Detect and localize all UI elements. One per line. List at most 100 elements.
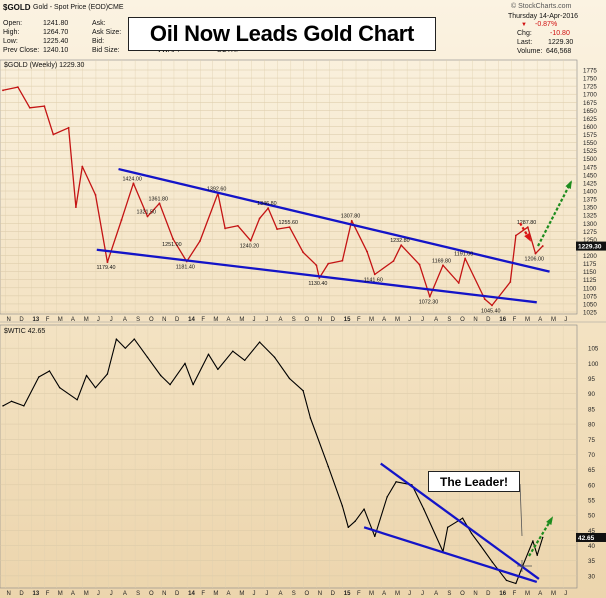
oil-tick-label: 85 — [588, 406, 595, 413]
gold-data-point — [2, 89, 4, 92]
gold-data-point — [237, 224, 239, 227]
oil-data-point — [446, 526, 449, 529]
time-tick-label: S — [292, 317, 296, 323]
bid-size-label: Bid Size: — [92, 47, 120, 54]
ask-label: Ask: — [92, 20, 106, 27]
time-tick-label: F — [46, 591, 50, 597]
oil-tick-label: 50 — [588, 513, 595, 520]
gold-tick-label: 1150 — [583, 269, 597, 276]
time-tick-label: M — [213, 591, 218, 597]
time-tick-label: M — [58, 591, 63, 597]
prev-close-label: Prev Close: — [3, 47, 40, 54]
gold-price-label: 1346.80 — [257, 201, 277, 207]
oil-price-axis: 30 35 40 45 50 55 60 65 70 75 80 85 90 95 100 105 — [588, 346, 599, 581]
oil-tick-label: 105 — [588, 346, 599, 353]
time-tick-label: A — [71, 317, 75, 323]
gold-data-point — [491, 304, 493, 307]
time-tick-label: 14 — [188, 317, 195, 323]
time-tick-label: M — [369, 591, 374, 597]
open-label: Open: — [3, 20, 23, 27]
oil-tick-label: 65 — [588, 467, 595, 474]
time-tick-label: M — [84, 317, 89, 323]
gold-price-axis: 1025105010751100112511501175120012251250… — [583, 68, 597, 317]
time-tick-label: A — [227, 317, 231, 323]
oil-last-tag: 42.65 — [578, 535, 595, 542]
oil-price-line — [2, 338, 544, 585]
gold-data-point — [464, 257, 467, 260]
time-tick-label: J — [265, 591, 268, 597]
oil-tick-label: 45 — [588, 528, 595, 535]
oil-data-point — [76, 399, 78, 401]
oil-tick-label: 90 — [588, 391, 595, 398]
gold-data-point — [350, 219, 353, 222]
time-tick-label: O — [460, 317, 465, 323]
bid-label: Bid: — [92, 38, 105, 45]
oil-data-point — [10, 400, 13, 403]
oil-data-point — [217, 368, 219, 371]
oil-data-point — [258, 341, 261, 343]
time-tick-label: O — [305, 317, 310, 323]
time-tick-label: A — [382, 591, 386, 597]
time-tick-label: J — [421, 317, 424, 323]
gold-tick-label: 1675 — [583, 100, 597, 107]
gold-tick-label: 1050 — [583, 301, 597, 308]
time-axis: N N D D 13 13 F F M M A A M M J J J J A A S S O O N N D D 14 14 F F M M A A… — [7, 317, 568, 597]
time-tick-label: N — [7, 317, 11, 323]
gold-data-point — [514, 234, 517, 237]
time-tick-label: O — [305, 591, 310, 597]
time-tick-label: O — [149, 317, 154, 323]
time-tick-label: 15 — [344, 591, 351, 597]
oil-data-point — [48, 370, 51, 372]
oil-up-arrow — [528, 517, 553, 557]
time-tick-label: A — [538, 317, 542, 323]
gold-data-point — [74, 206, 77, 209]
time-tick-label: J — [564, 317, 567, 323]
time-tick-label: A — [123, 317, 127, 323]
gold-data-point — [534, 252, 537, 255]
time-tick-label: J — [97, 317, 100, 323]
oil-data-point — [207, 353, 210, 355]
last-label: Last: — [517, 39, 533, 46]
time-tick-label: A — [538, 591, 542, 597]
gold-price-label: 1191.00 — [454, 251, 473, 257]
time-tick-label: D — [175, 317, 180, 323]
gold-data-point — [392, 260, 395, 262]
time-tick-label: M — [239, 317, 244, 323]
exchange: CME — [108, 4, 124, 11]
gold-panel-frame — [0, 59, 578, 315]
time-tick-label: D — [331, 317, 336, 323]
oil-data-point — [479, 544, 482, 547]
time-tick-label: F — [46, 317, 50, 323]
change-percent: -0.87% — [535, 21, 558, 28]
gold-data-point — [106, 261, 109, 264]
time-tick-label: J — [110, 591, 113, 597]
gold-data-point — [224, 227, 227, 230]
change-down-icon: ▼ — [521, 22, 527, 28]
gold-price-label: 1072.30 — [419, 300, 439, 306]
stockcharts-credit: © StockCharts.com — [511, 3, 572, 10]
gold-data-point — [267, 207, 270, 210]
oil-data-point — [38, 376, 40, 378]
oil-data-point — [133, 338, 136, 340]
change-label: Chg: — [517, 30, 532, 37]
gold-price-label: 1130.40 — [308, 281, 327, 287]
time-tick-label: J — [253, 591, 256, 597]
time-tick-label: O — [149, 591, 154, 597]
price-labels: 1179.40 1424.00 1321.50 1361.80 1251.00 1181.… — [96, 176, 606, 572]
gold-last-tag: 1229.30 — [578, 244, 602, 251]
time-tick-label: J — [97, 591, 100, 597]
time-tick-label: D — [331, 591, 336, 597]
oil-data-point — [244, 359, 246, 362]
gold-tick-label: 1575 — [583, 132, 597, 139]
oil-tick-label: 95 — [588, 376, 595, 383]
oil-tick-label: 40 — [588, 543, 595, 550]
gold-data-point — [249, 239, 252, 242]
oil-data-point — [124, 347, 127, 349]
oil-data-point — [374, 535, 376, 538]
gold-tick-label: 1775 — [583, 68, 597, 75]
gold-data-point — [366, 250, 368, 253]
time-tick-label: A — [382, 317, 386, 323]
time-tick-label: J — [408, 317, 411, 323]
time-tick-label: S — [136, 591, 140, 597]
